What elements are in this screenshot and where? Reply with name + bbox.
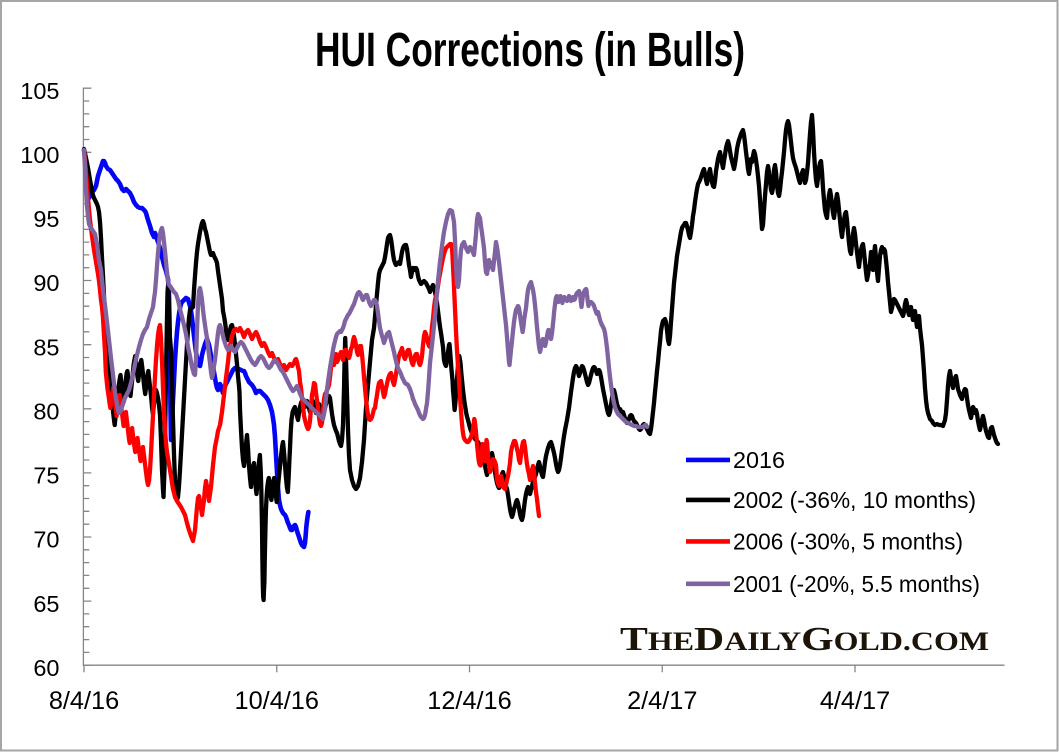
svg-text:12/4/16: 12/4/16 — [427, 687, 511, 715]
svg-text:60: 60 — [33, 655, 59, 681]
svg-text:105: 105 — [20, 78, 59, 104]
svg-text:2/4/17: 2/4/17 — [627, 687, 697, 715]
svg-text:4/4/17: 4/4/17 — [820, 687, 890, 715]
svg-text:70: 70 — [33, 527, 59, 553]
svg-text:80: 80 — [33, 399, 59, 425]
svg-text:2016: 2016 — [733, 447, 785, 473]
svg-text:10/4/16: 10/4/16 — [235, 687, 319, 715]
svg-text:8/4/16: 8/4/16 — [49, 687, 119, 715]
svg-text:HUI Corrections (in Bulls): HUI Corrections (in Bulls) — [315, 24, 745, 77]
svg-text:65: 65 — [33, 591, 59, 617]
svg-text:2001 (-20%, 5.5 months): 2001 (-20%, 5.5 months) — [733, 571, 980, 597]
svg-text:95: 95 — [33, 206, 59, 232]
svg-text:2002 (-36%, 10 months): 2002 (-36%, 10 months) — [733, 487, 976, 513]
svg-text:85: 85 — [33, 334, 59, 360]
svg-text:75: 75 — [33, 463, 59, 489]
svg-text:2006 (-30%, 5 months): 2006 (-30%, 5 months) — [733, 528, 963, 554]
svg-text:100: 100 — [20, 142, 59, 168]
svg-text:90: 90 — [33, 270, 59, 296]
